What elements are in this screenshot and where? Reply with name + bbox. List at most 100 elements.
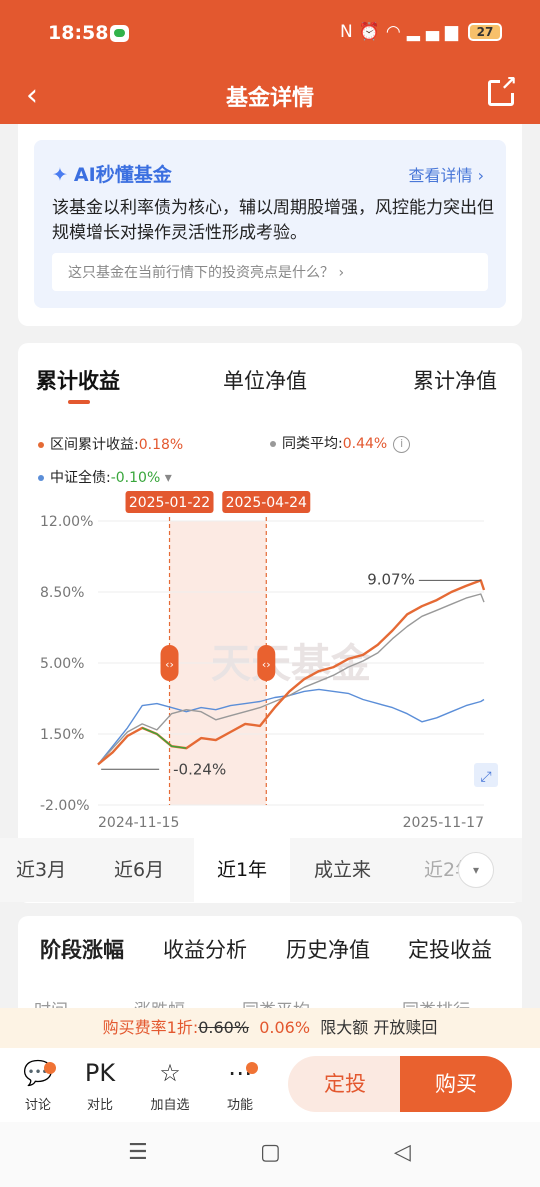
bottom-action-bar: 💬 讨论 PK 对比 ☆ 加自选 ⋯ 功能 定投 购买 (0, 1048, 540, 1122)
wechat-icon (110, 25, 129, 42)
add-watchlist-button[interactable]: ☆ 加自选 (140, 1058, 200, 1113)
chart-tabs: 累计收益 单位净值 累计净值 (18, 365, 522, 405)
pk-icon: PK (84, 1059, 116, 1087)
watermark: 天天基金 (211, 640, 372, 687)
ai-more-link[interactable]: 查看详情 › (408, 166, 485, 185)
ai-card: ✦ AI秒懂基金 查看详情 › 该基金以利率债为核心，辅以周期股增强，风控能力突出… (18, 124, 522, 326)
functions-label: 功能 (226, 1098, 253, 1113)
5g-signal-icon: ▂▄▆ (406, 22, 464, 42)
legend-fund: 区间累计收益:0.18% (38, 434, 183, 454)
ai-title-text: AI秒懂基金 (73, 164, 172, 186)
sparkle-icon: ✦ (52, 164, 68, 186)
status-time: 18:58 (48, 22, 109, 44)
more-icon: ⋯ (228, 1059, 252, 1087)
tab-cumulative-return[interactable]: 累计收益 (36, 369, 120, 393)
notification-dot (44, 1062, 56, 1074)
notification-dot (246, 1062, 258, 1074)
info-icon[interactable]: i (393, 435, 411, 453)
fullscreen-icon[interactable] (474, 763, 498, 787)
promo-prefix: 购买费率1折: (102, 1018, 199, 1037)
drag-handle-icon: ‹› (165, 658, 174, 671)
fee-promo: 购买费率1折:0.60% 0.06% 限大额 开放赎回 (0, 1008, 540, 1048)
legend-peer-label: 同类平均: (282, 436, 343, 452)
return-chart[interactable]: 12.00% 8.50% 5.00% 1.50% -2.00% 天天基金 2025-01-2… (18, 491, 522, 836)
recent-apps-icon[interactable]: ☰ (128, 1140, 148, 1165)
page-title: 基金详情 (225, 86, 314, 111)
range-1y[interactable]: 近1年 (194, 838, 290, 902)
range-date-label: 2025-04-24 (226, 495, 307, 511)
wifi-icon: ◠ (385, 22, 407, 42)
tab-cumulative-nav[interactable]: 累计净值 (413, 369, 497, 393)
back-nav-icon[interactable]: ◁ (394, 1140, 411, 1165)
system-nav-bar: ☰ ▢ ◁ (0, 1122, 540, 1187)
tab-unit-nav[interactable]: 单位净值 (223, 369, 307, 393)
ai-summary: 该基金以利率债为核心，辅以周期股增强，风控能力突出但规模增长对操作灵活性形成考验… (52, 198, 494, 243)
status-bar: 18:58 N ⏰ ◠ ▂▄▆ 27 (0, 0, 540, 68)
legend-peer-value: 0.44% (342, 436, 388, 452)
y-tick-label: 5.00% (40, 656, 84, 672)
range-since-inception[interactable]: 成立来 (314, 859, 372, 881)
y-tick-label: 12.00% (40, 514, 93, 530)
discuss-label: 讨论 (24, 1098, 51, 1113)
home-icon[interactable]: ▢ (260, 1140, 281, 1165)
range-3m[interactable]: 近3月 (16, 859, 67, 881)
nav-bar: ‹ 基金详情 (0, 68, 540, 124)
star-icon: ☆ (159, 1059, 181, 1087)
range-selector: 近3月 近6月 近1年 成立来 近2年 ▾ (0, 838, 522, 902)
performance-card: 阶段涨幅 收益分析 历史净值 定投收益 时间 涨跌幅 同类平均 同类排行 (18, 916, 522, 1026)
compare-label: 对比 (86, 1098, 113, 1113)
range-drag-handle (160, 645, 179, 681)
ai-title: ✦ AI秒懂基金 (52, 160, 172, 187)
nfc-icon: N (340, 22, 359, 42)
legend-fund-value: 0.18% (138, 437, 184, 453)
chart-card: 累计收益 单位净值 累计净值 区间累计收益:0.18% 同类平均:0.44% i … (18, 343, 522, 903)
range-6m[interactable]: 近6月 (114, 859, 165, 881)
ai-panel: ✦ AI秒懂基金 查看详情 › 该基金以利率债为核心，辅以周期股增强，风控能力突出… (34, 140, 506, 308)
tab-underline (68, 400, 90, 404)
functions-button[interactable]: ⋯ 功能 (210, 1058, 270, 1113)
annotation-label: -0.24% (173, 760, 226, 778)
tab-return-analysis[interactable]: 收益分析 (163, 938, 247, 962)
x-tick-label: 2024-11-15 (98, 815, 179, 831)
legend-index[interactable]: 中证全债:-0.10% ▾ (38, 467, 172, 487)
add-watchlist-label: 加自选 (150, 1098, 190, 1113)
promo-new-fee: 0.06% (259, 1018, 311, 1037)
legend-fund-label: 区间累计收益: (50, 437, 139, 453)
promo-suffix: 限大额 开放赎回 (320, 1018, 438, 1037)
series-line-1 (97, 593, 485, 765)
y-tick-label: 1.50% (40, 727, 84, 743)
buy-button[interactable]: 购买 (400, 1056, 512, 1112)
tab-sip-returns[interactable]: 定投收益 (408, 938, 492, 962)
range-date-badge (125, 491, 214, 513)
tab-history-nav[interactable]: 历史净值 (286, 938, 370, 962)
discuss-button[interactable]: 💬 讨论 (8, 1058, 68, 1113)
x-tick-label: 2025-11-17 (403, 815, 484, 831)
range-expand-button[interactable]: ▾ (458, 852, 494, 888)
range-date-badge (222, 491, 311, 513)
compare-button[interactable]: PK 对比 (70, 1058, 130, 1113)
back-icon[interactable]: ‹ (26, 78, 38, 113)
range-drag-handle (257, 645, 276, 681)
tab-stage-returns[interactable]: 阶段涨幅 (40, 938, 124, 962)
sip-button[interactable]: 定投 (288, 1056, 402, 1112)
legend-index-label: 中证全债: (50, 470, 111, 486)
promo-old-fee: 0.60% (198, 1018, 250, 1037)
legend-index-value: -0.10% (110, 470, 161, 486)
chevron-down-icon[interactable]: ▾ (164, 470, 172, 486)
range-date-label: 2025-01-22 (129, 495, 210, 511)
series-line-2 (97, 688, 485, 765)
chat-icon: 💬 (23, 1059, 53, 1087)
ai-question-button[interactable]: 这只基金在当前行情下的投资亮点是什么？ › (52, 253, 488, 291)
share-icon[interactable] (488, 73, 517, 106)
y-tick-label: -2.00% (40, 798, 90, 814)
annotation-label: 9.07% (367, 570, 415, 588)
fullscreen-glyph: ⤢ (480, 769, 491, 785)
drag-handle-icon: ‹› (262, 658, 271, 671)
alarm-icon: ⏰ (358, 22, 386, 42)
series-segment-green (141, 727, 187, 749)
legend-dot-index (38, 475, 44, 481)
legend-dot-fund (38, 442, 44, 448)
legend-peer: 同类平均:0.44% i (270, 433, 411, 453)
legend-dot-peer (270, 441, 276, 447)
y-tick-label: 8.50% (40, 585, 84, 601)
